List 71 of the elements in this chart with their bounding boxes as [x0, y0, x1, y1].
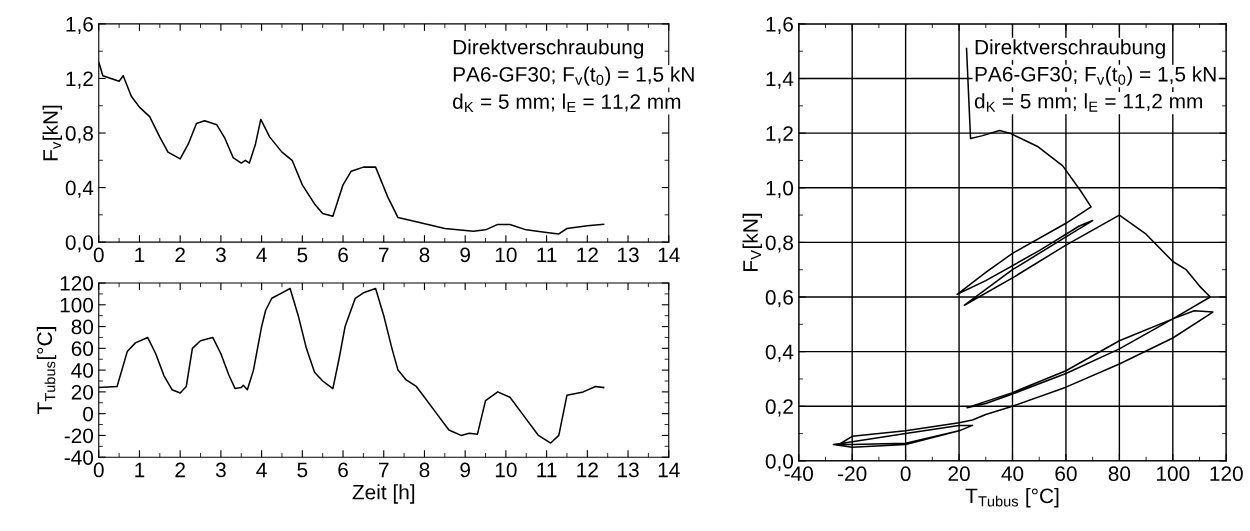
y-tick-label: 40 [71, 363, 94, 378]
y-axis-title: T$_{Tubus}$[°C] [36, 327, 57, 415]
y-tick-label: 120 [60, 276, 94, 291]
y-tick-label: 1,6 [66, 16, 93, 35]
x-tick-label: 10 [495, 247, 517, 263]
x-tick-label: 0 [900, 466, 911, 482]
x-tick-label: 100 [1157, 466, 1190, 482]
x-tick-label: 8 [419, 247, 430, 263]
x-tick-label: 10 [495, 462, 517, 478]
y-tick-label: 1,4 [766, 71, 794, 89]
x-tick-label: 3 [215, 247, 226, 263]
annotation: Direktverschraubung [453, 39, 644, 59]
y-tick-label: 20 [71, 384, 94, 400]
x-tick-label: 11 [537, 462, 557, 478]
y-tick-label: 60 [71, 341, 94, 357]
x-tick-label: 60 [1055, 466, 1077, 482]
x-tick-label: 9 [460, 462, 470, 478]
x-tick-label: -20 [838, 466, 867, 482]
annotation: d$_{K}$ = 5 mm; l$_{E}$ = 11,2 mm [453, 93, 681, 113]
y-axis-title: F$_{V}$[kN] [742, 213, 762, 271]
x-tick-label: 5 [297, 247, 308, 263]
y-tick-label: 0,4 [765, 344, 794, 362]
x-tick-label: 40 [1001, 466, 1024, 482]
y-tick-label: -20 [64, 428, 94, 444]
x-axis-title: T$_{Tubus}$ [°C] [965, 487, 1059, 508]
x-tick-label: 120 [1210, 466, 1243, 482]
x-tick-label: 11 [537, 247, 557, 263]
x-tick-label: 0 [93, 247, 104, 263]
annotation: PA6-GF30; F$_{v}$(t$_{0}$) = 1,5 kN [975, 66, 1216, 86]
y-tick-label: 100 [60, 297, 94, 313]
x-tick-label: 20 [948, 466, 970, 482]
x-tick-label: 12 [577, 247, 598, 263]
y-tick-label: 0,4 [65, 180, 94, 198]
y-tick-label: 1,0 [766, 180, 794, 198]
x-tick-label: 2 [175, 247, 185, 263]
y-tick-label: 0,8 [65, 126, 93, 144]
annotation: d$_{K}$ = 5 mm; l$_{E}$ = 11,2 mm [974, 93, 1202, 112]
y-tick-label: 0 [83, 406, 94, 422]
x-tick-label: 6 [338, 462, 348, 478]
x-tick-label: 4 [256, 247, 267, 263]
x-tick-label: 1 [135, 462, 145, 478]
x-tick-label: 1 [135, 247, 145, 263]
y-tick-label: 0,2 [765, 399, 793, 417]
x-tick-label: 0 [93, 462, 104, 478]
x-axis-title: Zeit [h] [352, 484, 415, 504]
y-tick-label: 1,2 [766, 126, 793, 144]
y-tick-label: 0,6 [765, 290, 793, 308]
y-tick-label: -40 [64, 450, 94, 465]
y-tick-label: 80 [71, 319, 94, 335]
x-tick-label: 9 [460, 247, 470, 263]
x-tick-label: 8 [419, 462, 430, 478]
x-tick-label: 13 [618, 462, 639, 478]
x-tick-label: 5 [297, 462, 308, 478]
y-tick-label: 0,0 [65, 235, 94, 253]
y-tick-label: 0,8 [765, 235, 793, 253]
x-tick-label: 13 [618, 247, 639, 263]
y-tick-label: 1,2 [66, 71, 93, 89]
y-axis-title: F$_{v}$[kN] [42, 105, 62, 161]
x-tick-label: 80 [1108, 466, 1131, 482]
x-tick-label: 14 [658, 462, 680, 478]
x-tick-label: 2 [175, 462, 185, 478]
x-tick-label: 6 [338, 247, 348, 263]
annotation: PA6-GF30; F$_{v}$(t$_{0}$) = 1,5 kN [453, 66, 694, 86]
x-tick-label: 12 [577, 462, 598, 478]
x-tick-label: 4 [256, 462, 267, 478]
x-tick-label: 7 [379, 462, 389, 478]
annotation: Direktverschraubung [975, 39, 1165, 59]
x-tick-label: 14 [658, 247, 680, 263]
x-tick-label: 3 [215, 462, 226, 478]
y-tick-label: 1,6 [766, 16, 793, 35]
x-tick-label: 7 [379, 247, 389, 263]
